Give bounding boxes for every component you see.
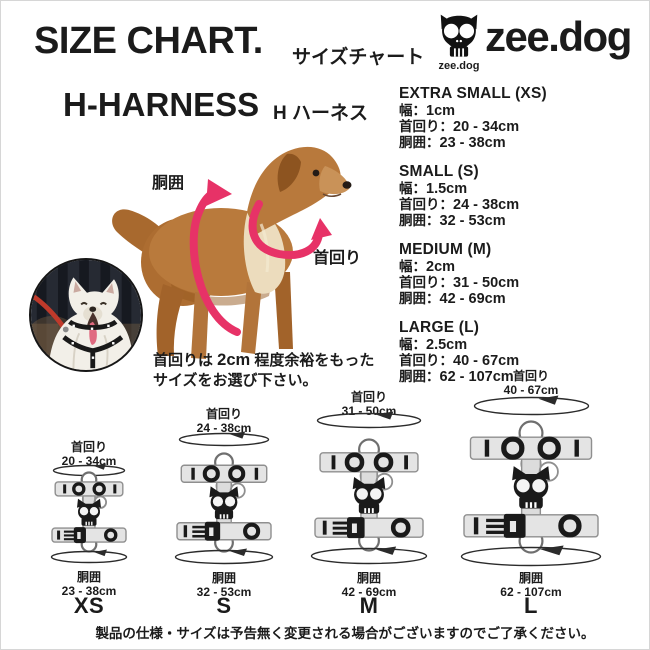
diagram-neck-label-s: 首回り 24 - 38cm xyxy=(196,407,252,435)
size-spec-l: LARGE (L) 幅：2.5cm 首回り：40 - 67cm 胴囲：62 - … xyxy=(399,319,649,385)
neck-measure-ellipse-s xyxy=(178,431,270,452)
sizing-advice-note: 首回りは 2cm 程度余裕をもった サイズをお選び下さい。 xyxy=(153,351,375,389)
neck-arrow-icon xyxy=(248,200,332,259)
diagram-girth-label-m: 胴囲 42 - 69cm xyxy=(341,571,397,599)
spec-row-neck: 首回り：24 - 38cm xyxy=(399,197,520,213)
spec-row-width: 幅：1.5cm xyxy=(399,181,468,197)
diagram-neck-label-l: 首回り 40 - 67cm xyxy=(503,369,559,397)
size-spec-heading: LARGE (L) xyxy=(399,319,480,336)
harness-illustration-xs xyxy=(51,471,127,558)
spec-row-width: 幅：2cm xyxy=(399,259,456,275)
harness-illustration-m xyxy=(314,438,424,557)
spec-row-width: 幅：1cm xyxy=(399,103,456,119)
diagram-neck-label-xs: 首回り 20 - 34cm xyxy=(61,440,117,468)
spec-row-width: 幅：2.5cm xyxy=(399,337,468,353)
diagram-girth-label-s: 胴囲 32 - 53cm xyxy=(196,571,252,599)
size-spec-heading: EXTRA SMALL (XS) xyxy=(399,85,547,102)
size-code-s: S xyxy=(216,593,232,618)
spec-row-girth: 胴囲：62 - 107cm xyxy=(399,369,514,385)
page-title: SIZE CHART. xyxy=(34,20,263,62)
photo-girth-label: 胴囲 xyxy=(152,175,185,192)
neck-measure-ellipse-l xyxy=(473,395,590,421)
girth-measure-ellipse-xs xyxy=(50,549,128,569)
dog-photo-illustration xyxy=(101,134,356,369)
girth-measure-ellipse-s xyxy=(174,548,274,570)
harness-illustration-s xyxy=(176,452,272,558)
spec-row-girth: 胴囲：42 - 69cm xyxy=(399,291,506,307)
brand-wordmark: zee.dog xyxy=(485,13,632,60)
spec-row-girth: 胴囲：23 - 38cm xyxy=(399,135,506,151)
size-spec-heading: SMALL (S) xyxy=(399,163,479,180)
size-spec-s: SMALL (S) 幅：1.5cm 首回り：24 - 38cm 胴囲：32 - … xyxy=(399,163,649,229)
footer-disclaimer: 製品の仕様・サイズは予告無く変更される場合がございますのでご了承ください。 xyxy=(95,626,595,641)
diagram-girth-label-xs: 胴囲 23 - 38cm xyxy=(61,570,117,598)
size-spec-m: MEDIUM (M) 幅：2cm 首回り：31 - 50cm 胴囲：42 - 6… xyxy=(399,241,649,307)
girth-measure-ellipse-l xyxy=(460,545,602,572)
neck-measure-ellipse-m xyxy=(316,411,422,434)
spec-row-neck: 首回り：20 - 34cm xyxy=(399,119,520,135)
harness-example-photo xyxy=(29,258,143,372)
spec-row-girth: 胴囲：32 - 53cm xyxy=(399,213,506,229)
size-code-l: L xyxy=(524,593,538,618)
diagram-girth-label-l: 胴囲 62 - 107cm xyxy=(500,571,562,599)
size-code-m: M xyxy=(359,593,379,618)
photo-neck-label: 首回り xyxy=(313,250,362,267)
size-code-xs: XS xyxy=(73,593,105,618)
brand-caption: zee.dog xyxy=(438,60,480,72)
size-spec-xs: EXTRA SMALL (XS) 幅：1cm 首回り：20 - 34cm 胴囲：… xyxy=(399,85,649,151)
size-spec-list: EXTRA SMALL (XS) 幅：1cm 首回り：20 - 34cm 胴囲：… xyxy=(399,85,649,397)
product-name-japanese: H ハーネス xyxy=(273,103,369,124)
page-title-japanese: サイズチャート xyxy=(292,47,425,68)
zeedog-skull-logo-icon xyxy=(438,13,480,60)
spec-row-neck: 首回り：31 - 50cm xyxy=(399,275,520,291)
girth-arrow-icon xyxy=(189,179,241,336)
girth-measure-ellipse-m xyxy=(310,546,428,570)
size-spec-heading: MEDIUM (M) xyxy=(399,241,492,258)
harness-illustration-l xyxy=(463,420,599,559)
spec-row-neck: 首回り：40 - 67cm xyxy=(399,353,520,369)
product-name: H-HARNESS xyxy=(63,86,260,123)
